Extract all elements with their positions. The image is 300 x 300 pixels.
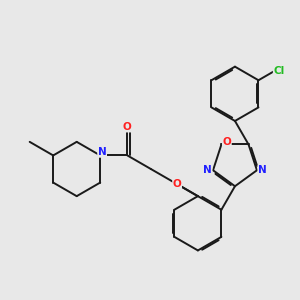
Text: O: O [123,122,132,132]
Text: N: N [98,147,106,157]
Text: O: O [173,179,182,189]
Text: O: O [223,137,231,147]
Text: Cl: Cl [273,66,285,76]
Text: N: N [203,165,212,175]
Text: N: N [258,165,267,175]
